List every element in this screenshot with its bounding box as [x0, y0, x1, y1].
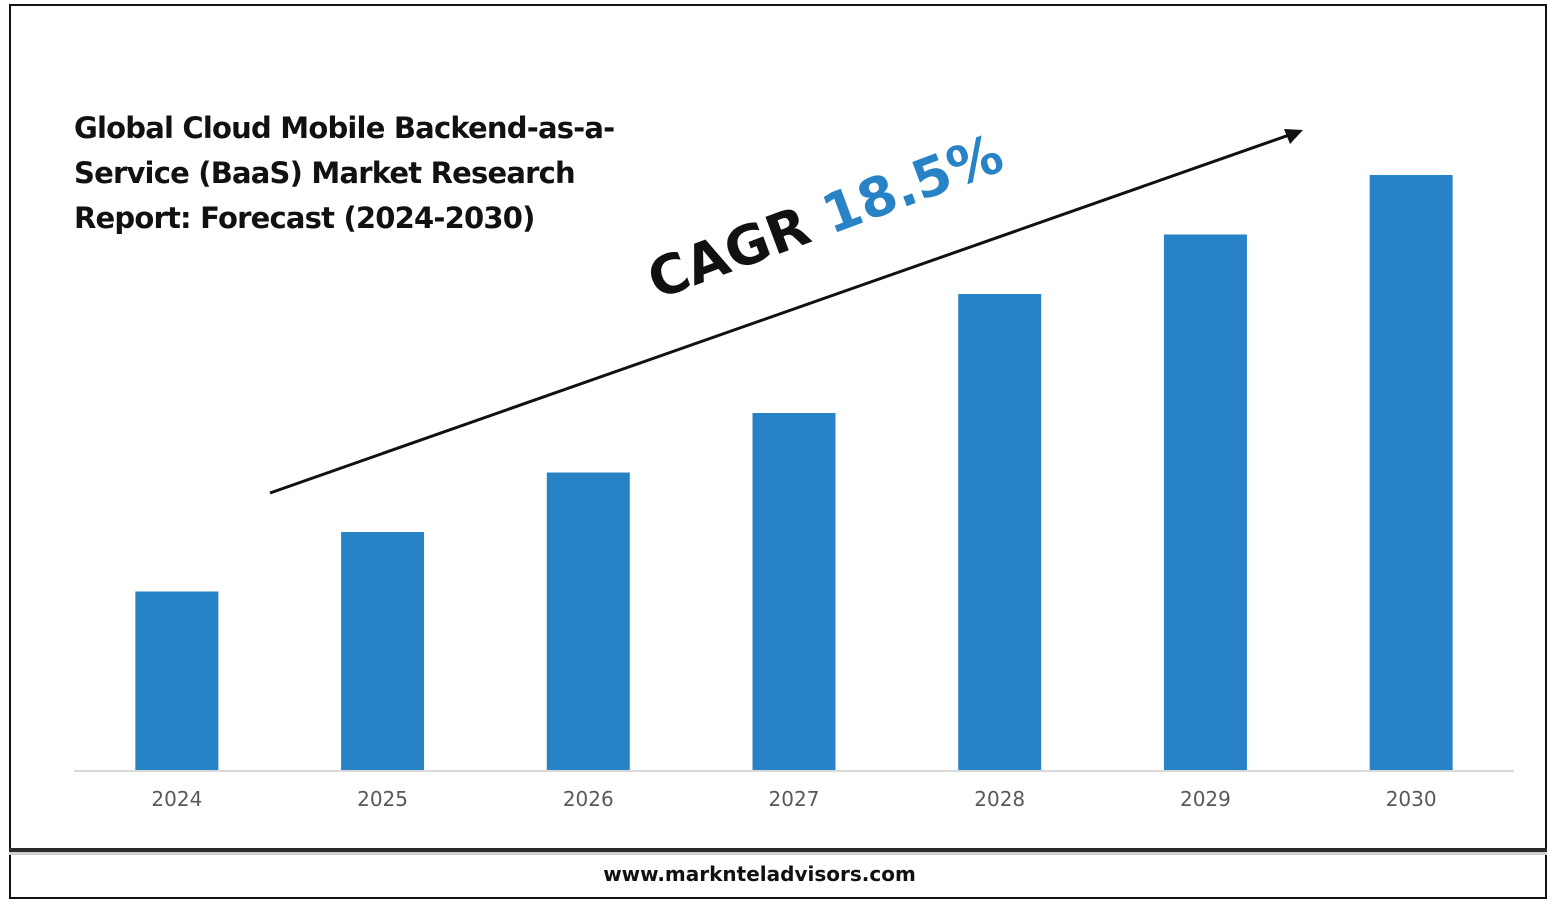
x-tick-label-2029: 2029	[1180, 787, 1231, 811]
x-tick-labels: 2024 2025 2026 2027 2028 2029 2030	[151, 787, 1436, 811]
footer-url: www.marknteladvisors.com	[603, 862, 916, 886]
x-tick-label-2024: 2024	[151, 787, 202, 811]
footer-separator-shadow	[9, 852, 1547, 855]
bar-2024	[135, 591, 219, 770]
chart-title: Global Cloud Mobile Backend-as-a-Service…	[74, 111, 615, 235]
x-tick-label-2030: 2030	[1386, 787, 1437, 811]
footer-separator	[9, 848, 1547, 852]
bar-2029	[1163, 234, 1247, 770]
bar-2026	[546, 472, 630, 770]
x-tick-label-2026: 2026	[563, 787, 614, 811]
x-tick-label-2027: 2027	[769, 787, 820, 811]
bars-group	[135, 175, 1453, 770]
bar-2030	[1369, 175, 1453, 770]
bar-2028	[958, 294, 1042, 770]
x-tick-label-2028: 2028	[974, 787, 1025, 811]
x-tick-label-2025: 2025	[357, 787, 408, 811]
bar-2025	[341, 532, 425, 770]
trend-arrowhead	[1284, 129, 1303, 144]
trend-arrow-line	[269, 132, 1293, 495]
bar-2027	[752, 413, 836, 770]
